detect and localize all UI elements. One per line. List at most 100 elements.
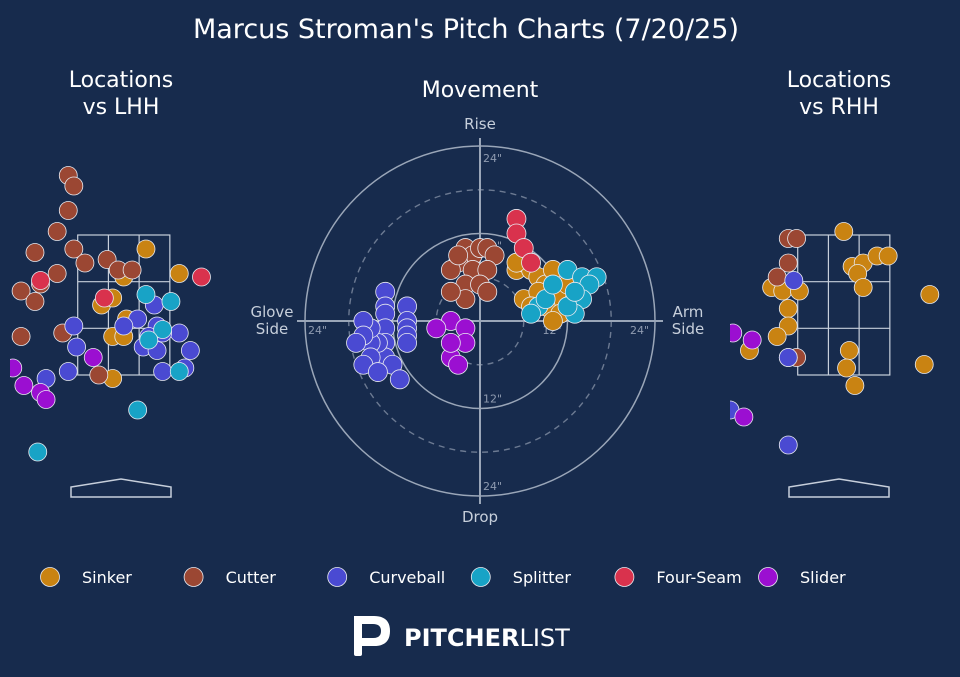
rhh-point-slider bbox=[730, 323, 743, 343]
lhh-point-splitter bbox=[153, 320, 173, 339]
rhh-point-sinker bbox=[878, 246, 898, 266]
legend-marker-slider bbox=[758, 567, 778, 587]
lhh-point-cutter bbox=[64, 239, 84, 259]
figure-title: Marcus Stroman's Pitch Charts (7/20/25) bbox=[193, 14, 739, 45]
movement-ring-label-top-24: 24" bbox=[483, 152, 502, 165]
lhh-point-sinker bbox=[136, 239, 156, 259]
rhh-point-sinker bbox=[853, 278, 873, 297]
lhh-home-plate bbox=[70, 478, 172, 498]
lhh-point-curveball bbox=[58, 362, 78, 381]
rhh-point-sinker bbox=[837, 358, 856, 378]
lhh-point-curveball bbox=[67, 337, 86, 357]
movement-point-cutter bbox=[448, 245, 469, 266]
movement-point-splitter bbox=[521, 303, 541, 324]
legend-item-curveball: Curveball bbox=[327, 567, 445, 587]
movement-point-curveball bbox=[389, 369, 410, 390]
lhh-title-line-1: Locations bbox=[69, 68, 174, 93]
legend-marker-four-seam bbox=[614, 567, 635, 587]
legend-item-sinker: Sinker bbox=[40, 567, 132, 587]
movement-point-cutter bbox=[440, 281, 461, 302]
legend-marker-cutter bbox=[183, 567, 204, 587]
lhh-point-sinker bbox=[169, 264, 189, 283]
legend-marker-sinker bbox=[40, 567, 60, 587]
rhh-point-sinker bbox=[920, 285, 940, 304]
rhh-point-slider bbox=[742, 330, 762, 350]
legend-item-splitter: Splitter bbox=[470, 567, 571, 587]
lhh-point-cutter bbox=[47, 264, 67, 283]
rhh-point-sinker bbox=[778, 299, 798, 318]
movement-title: Movement bbox=[422, 78, 539, 103]
movement-point-slider bbox=[440, 332, 461, 353]
legend-item-cutter: Cutter bbox=[183, 567, 276, 587]
lhh-point-cutter bbox=[11, 327, 31, 346]
legend-label-four-seam: Four-Seam bbox=[656, 568, 741, 587]
rhh-point-sinker bbox=[914, 355, 934, 374]
movement-glove-label-1: Glove bbox=[250, 303, 293, 321]
legend-label-curveball: Curveball bbox=[369, 568, 445, 587]
movement-drop-label: Drop bbox=[462, 508, 498, 526]
legend-label-sinker: Sinker bbox=[82, 568, 132, 587]
rhh-point-sinker bbox=[845, 376, 865, 395]
legend-label-slider: Slider bbox=[800, 568, 846, 587]
lhh-title-line-2: vs LHH bbox=[83, 95, 160, 120]
rhh-point-slider bbox=[734, 407, 754, 427]
movement-point-slider bbox=[426, 318, 447, 339]
lhh-point-slider bbox=[10, 358, 23, 378]
lhh-point-four-seam bbox=[94, 288, 114, 308]
lhh-point-splitter bbox=[28, 442, 48, 462]
movement-point-four-seam bbox=[521, 252, 541, 273]
movement-point-curveball bbox=[368, 362, 388, 382]
legend-marker-splitter bbox=[470, 567, 491, 587]
lhh-point-cutter bbox=[47, 222, 67, 241]
lhh-point-slider bbox=[14, 376, 34, 395]
lhh-point-four-seam bbox=[31, 271, 50, 290]
rhh-point-cutter bbox=[778, 253, 798, 273]
rhh-point-cutter bbox=[787, 229, 806, 248]
lhh-points bbox=[10, 166, 211, 462]
rhh-point-cutter bbox=[767, 267, 787, 287]
movement-point-cutter bbox=[477, 281, 498, 302]
movement-point-curveball bbox=[397, 332, 417, 353]
lhh-point-curveball bbox=[64, 316, 84, 336]
movement-glove-label-2: Side bbox=[256, 320, 288, 338]
rhh-home-plate bbox=[788, 478, 890, 498]
lhh-point-splitter bbox=[169, 362, 189, 381]
movement-arm-label-2: Side bbox=[672, 320, 704, 338]
rhh-title-line-2: vs RHH bbox=[799, 95, 879, 120]
lhh-point-slider bbox=[36, 390, 56, 409]
movement-point-curveball bbox=[346, 332, 366, 353]
movement-points bbox=[346, 209, 607, 390]
lhh-location-plot bbox=[10, 166, 211, 498]
lhh-point-cutter bbox=[122, 260, 142, 280]
brand-pitcher-text: PITCHERLIST bbox=[404, 624, 570, 652]
lhh-point-splitter bbox=[128, 400, 148, 420]
lhh-point-cutter bbox=[25, 243, 45, 262]
pitcherlist-logo: PITCHERLIST bbox=[354, 616, 570, 656]
movement-arm-label-1: Arm bbox=[673, 303, 704, 321]
movement-point-slider bbox=[448, 354, 469, 375]
lhh-point-four-seam bbox=[192, 267, 211, 287]
rhh-point-curveball bbox=[778, 435, 798, 455]
lhh-point-slider bbox=[83, 348, 103, 367]
movement-rise-label: Rise bbox=[464, 115, 496, 133]
movement-point-splitter bbox=[564, 281, 585, 302]
lhh-point-cutter bbox=[25, 292, 45, 311]
lhh-point-curveball bbox=[153, 362, 173, 381]
movement-plot: Rise Drop Glove Side Arm Side 24"12"12"2… bbox=[250, 115, 704, 526]
movement-ring-label-right-24: 24" bbox=[630, 324, 649, 337]
rhh-points bbox=[730, 222, 940, 455]
lhh-point-cutter bbox=[58, 201, 78, 220]
lhh-point-splitter bbox=[161, 292, 181, 311]
rhh-point-curveball bbox=[778, 348, 798, 367]
legend-item-four-seam: Four-Seam bbox=[614, 567, 742, 587]
movement-ring-label-bottom-24: 24" bbox=[483, 480, 502, 493]
movement-point-sinker bbox=[543, 311, 563, 331]
rhh-point-curveball bbox=[784, 271, 804, 290]
rhh-title-line-1: Locations bbox=[787, 68, 892, 93]
rhh-point-sinker bbox=[834, 222, 854, 241]
rhh-point-sinker bbox=[767, 327, 787, 346]
lhh-point-curveball bbox=[114, 316, 134, 336]
lhh-point-curveball bbox=[180, 341, 200, 360]
